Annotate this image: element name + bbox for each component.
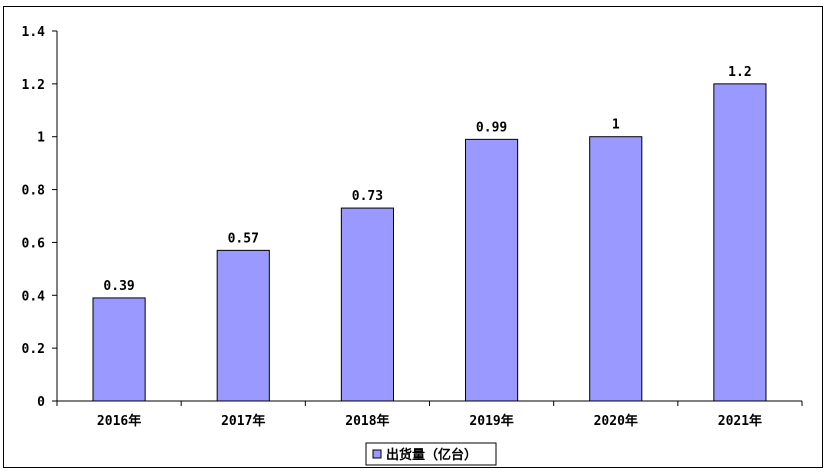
x-category-label: 2017年 (221, 413, 265, 429)
bar (340, 207, 394, 402)
legend-swatch (372, 449, 382, 459)
x-category-label: 2021年 (718, 413, 762, 429)
x-category-label: 2016年 (97, 413, 141, 429)
bar (216, 249, 270, 402)
axes: 0 0.2 0.4 0.6 0.8 1 1.2 1.4 2016年 2017年 2018年 2019年… (22, 25, 803, 429)
x-category-label: 2020年 (594, 413, 638, 429)
data-label: 1 (612, 118, 620, 133)
data-label: 0.73 (352, 189, 383, 204)
legend-label: 出货量（亿台） (386, 447, 477, 463)
x-category-label: 2018年 (345, 413, 389, 429)
bar (713, 83, 767, 402)
data-label: 0.99 (476, 120, 507, 135)
y-tick-label: 1.4 (22, 25, 46, 40)
data-label: 0.57 (228, 231, 259, 246)
data-label: 1.2 (728, 65, 751, 80)
bar (465, 138, 519, 402)
x-category-label: 2019年 (469, 413, 513, 429)
y-tick-label: 0 (37, 395, 45, 410)
bar (92, 297, 146, 402)
legend-box (365, 442, 497, 466)
y-tick-label: 0.4 (22, 289, 46, 304)
y-tick-label: 1 (37, 131, 45, 146)
y-tick-label: 0.6 (22, 236, 46, 251)
legend: 出货量（亿台） (365, 442, 497, 466)
bar (589, 136, 643, 402)
y-tick-label: 0.2 (22, 342, 45, 357)
y-tick-label: 1.2 (22, 78, 45, 93)
data-label: 0.39 (103, 279, 134, 294)
bars: 0.39 0.57 0.73 0.99 1 1.2 (92, 65, 767, 402)
y-tick-label: 0.8 (22, 184, 46, 199)
